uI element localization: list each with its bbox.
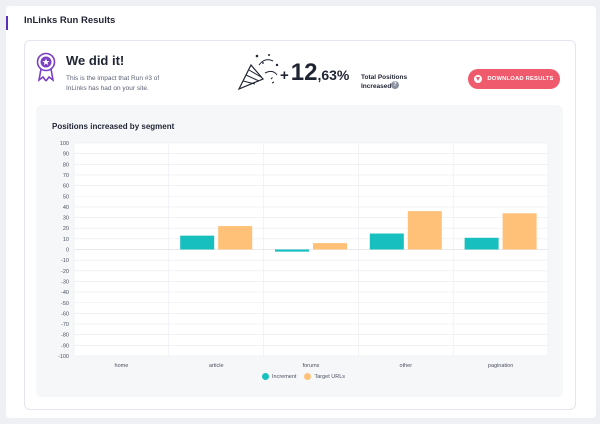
- y-tick-label: 100: [60, 141, 69, 147]
- x-tick-label: pagination: [488, 363, 513, 369]
- bar-increment-article: [180, 235, 215, 250]
- hero-subtitle: This is the impact that Run #3 of InLink…: [66, 75, 160, 92]
- panel-title: InLinks Run Results: [24, 15, 116, 26]
- y-tick-label: -80: [61, 333, 69, 339]
- download-results-label: DOWNLOAD RESULTS: [487, 76, 554, 82]
- download-results-button[interactable]: DOWNLOAD RESULTS: [468, 69, 560, 89]
- x-tick-label: home: [115, 363, 129, 369]
- party-popper-icon: [237, 54, 279, 91]
- y-tick-label: 20: [63, 226, 69, 232]
- y-tick-label: 50: [63, 194, 69, 200]
- x-tick-label: forums: [303, 363, 320, 369]
- y-tick-label: 80: [63, 162, 69, 168]
- y-tick-label: -50: [61, 301, 69, 307]
- total-increase-label: Total Positions Increased: [361, 74, 408, 90]
- results-card: We did it! This is the impact that Run #…: [24, 40, 576, 410]
- bar-increment-forums: [275, 249, 309, 252]
- legend-label: Target URLs: [314, 373, 346, 380]
- y-tick-label: 40: [63, 205, 69, 211]
- download-icon: [474, 75, 483, 83]
- y-tick-label: 90: [63, 152, 69, 158]
- hero-title: We did it!: [66, 53, 125, 68]
- y-tick-label: -90: [61, 343, 69, 349]
- y-tick-label: -70: [61, 322, 69, 328]
- bar-target-urls-other: [407, 211, 442, 250]
- y-tick-label: 30: [63, 216, 69, 222]
- bar-target-urls-pagination: [502, 213, 537, 250]
- panel-accent-bar: [6, 16, 8, 30]
- chart-legend: Increment Target URLs: [262, 373, 345, 380]
- y-tick-label: -10: [61, 258, 69, 264]
- y-tick-label: -60: [61, 311, 69, 317]
- chart-title: Positions increased by segment: [52, 122, 175, 131]
- y-tick-label: -20: [61, 269, 69, 275]
- increase-decimal: ,63%: [317, 67, 350, 83]
- legend-label: Increment: [272, 373, 297, 380]
- legend-swatch: [304, 373, 312, 380]
- y-tick-label: 70: [63, 173, 69, 179]
- bar-target-urls-forums: [313, 243, 347, 250]
- legend-swatch: [262, 373, 269, 380]
- y-tick-label: 10: [63, 237, 69, 243]
- x-tick-label: article: [209, 363, 224, 369]
- y-tick-label: 60: [63, 184, 69, 190]
- increase-plus-sign: +: [280, 67, 289, 84]
- segment-bar-chart: 1009080706050403020100-10-20-30-40-50-60…: [58, 141, 549, 369]
- x-tick-label: other: [400, 363, 413, 369]
- bar-increment-pagination: [464, 237, 499, 250]
- total-increase-value: + 12 ,63%: [280, 59, 349, 87]
- y-tick-label: -100: [58, 354, 69, 360]
- award-medal-icon: [36, 52, 56, 82]
- y-tick-label: 0: [66, 248, 69, 254]
- y-tick-label: -40: [61, 290, 69, 296]
- legend-item[interactable]: Increment: [262, 373, 296, 380]
- help-icon[interactable]: ?: [391, 81, 399, 89]
- bar-target-urls-article: [218, 226, 253, 250]
- bar-increment-other: [369, 233, 404, 250]
- legend-item[interactable]: Target URLs: [304, 373, 345, 380]
- y-tick-label: -30: [61, 279, 69, 285]
- increase-integer: 12: [290, 59, 318, 86]
- chart-container: Positions increased by segment 100 90 80 70…: [36, 105, 563, 397]
